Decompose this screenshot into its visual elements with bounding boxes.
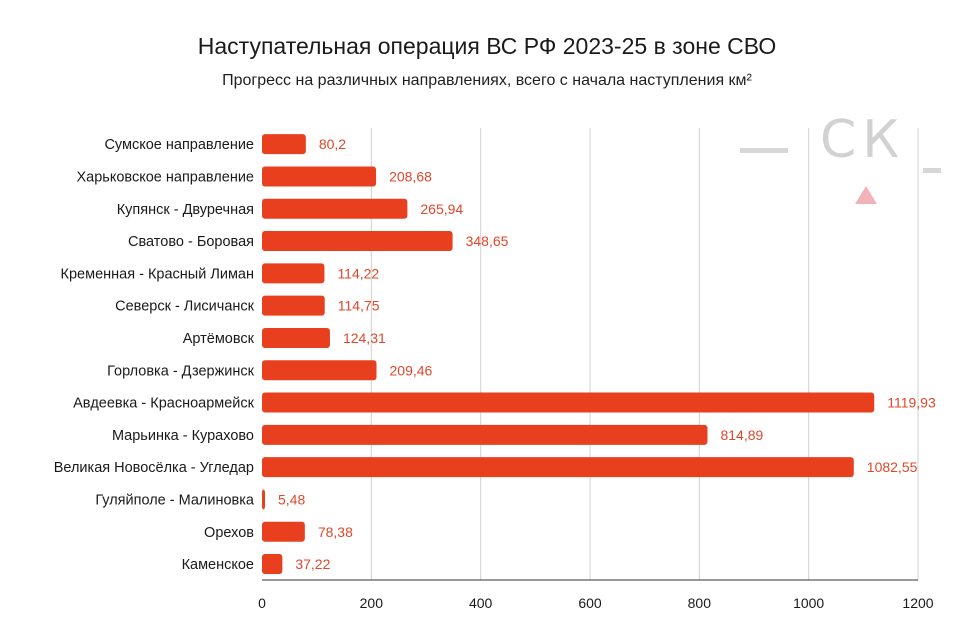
- category-label: Кременная - Красный Лиман: [61, 266, 254, 282]
- category-label: Сумское направление: [104, 137, 254, 153]
- category-label: Купянск - Двуречная: [117, 202, 254, 218]
- watermark-logo: СК: [740, 110, 945, 208]
- data-label: 37,22: [295, 556, 330, 572]
- data-label: 265,94: [420, 201, 463, 217]
- category-label: Горловка - Дзержинск: [107, 363, 254, 379]
- category-label: Харьковское направление: [77, 169, 255, 185]
- data-label: 5,48: [278, 491, 305, 507]
- bar: [262, 263, 325, 284]
- bar: [262, 554, 283, 575]
- x-tick-label: 400: [469, 595, 493, 611]
- x-tick-label: 800: [688, 595, 712, 611]
- bar: [262, 134, 306, 155]
- data-label: 1082,55: [867, 459, 918, 475]
- category-label: Великая Новосёлка - Угледар: [54, 460, 254, 476]
- x-tick-label: 200: [360, 595, 384, 611]
- data-label: 80,2: [319, 136, 346, 152]
- bar: [262, 231, 453, 252]
- category-labels: Сумское направление Харьковское направлен…: [54, 137, 255, 573]
- bar: [262, 457, 854, 478]
- data-label: 208,68: [389, 168, 432, 184]
- bar: [262, 424, 708, 445]
- data-label: 1119,93: [887, 395, 936, 411]
- bar: [262, 166, 377, 187]
- bar: [262, 327, 330, 348]
- data-label: 209,46: [390, 362, 433, 378]
- category-label: Гуляйполе - Малиновка: [95, 492, 255, 508]
- category-label: Северск - Лисичанск: [115, 299, 255, 315]
- x-axis-ticks: 0 200 400 600 800 1000 1200: [258, 595, 934, 611]
- x-tick-label: 1200: [902, 595, 933, 611]
- category-label: Марьинка - Курахово: [112, 428, 254, 444]
- bar: [262, 392, 875, 413]
- category-label: Артёмовск: [183, 331, 255, 347]
- watermark-line-right: [923, 168, 941, 173]
- x-tick-label: 1000: [793, 595, 824, 611]
- category-label: Орехов: [204, 525, 254, 541]
- category-label: Сватово - Боровая: [128, 234, 254, 250]
- watermark-text: СК: [820, 110, 906, 170]
- data-label: 348,65: [466, 233, 509, 249]
- data-label: 114,22: [337, 265, 379, 281]
- data-label: 78,38: [318, 524, 353, 540]
- bar: [262, 295, 325, 316]
- watermark-triangle-icon: [855, 186, 877, 204]
- category-label: Каменское: [182, 557, 254, 573]
- bar: [262, 521, 305, 542]
- watermark-line-left: [740, 148, 788, 153]
- chart-title: Наступательная операция ВС РФ 2023-25 в …: [197, 33, 777, 59]
- data-label: 114,75: [338, 298, 380, 314]
- data-label: 814,89: [720, 427, 763, 443]
- data-label: 124,31: [343, 330, 386, 346]
- chart-subtitle: Прогресс на различных направлениях, всег…: [222, 72, 752, 89]
- gridlines: [370, 128, 919, 580]
- bar: [262, 360, 377, 381]
- bar: [262, 198, 408, 219]
- bars: [262, 134, 875, 575]
- x-tick-label: 600: [578, 595, 602, 611]
- category-label: Авдеевка - Красноармейск: [73, 396, 255, 412]
- bar: [262, 489, 265, 510]
- x-tick-label: 0: [258, 595, 266, 611]
